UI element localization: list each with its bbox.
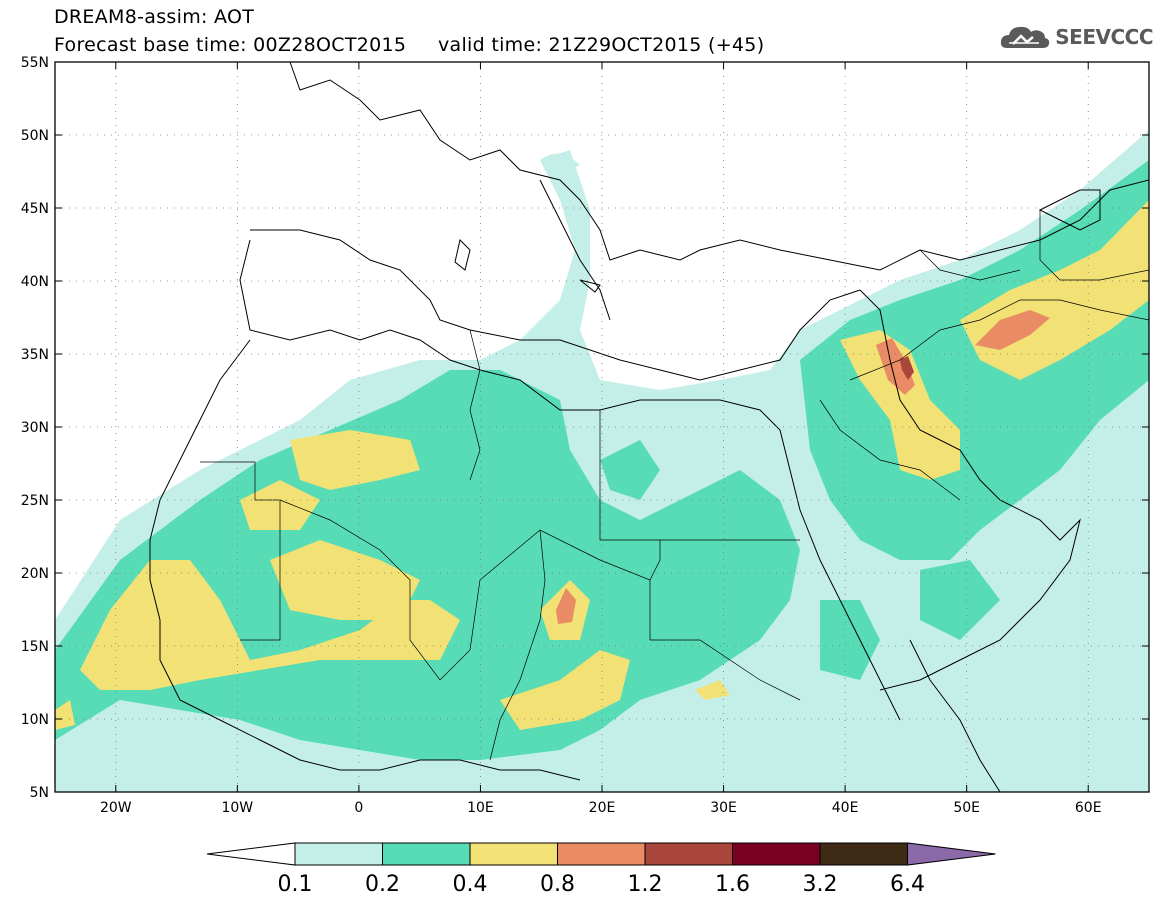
- forecast-time-line: Forecast base time: 00Z28OCT2015 valid t…: [54, 34, 765, 56]
- logo-text: SEEVCCC: [1055, 25, 1153, 49]
- colorbar-segment: [819, 842, 908, 866]
- lat-label: 40N: [21, 274, 49, 290]
- colorbar: [206, 842, 996, 866]
- lon-label: 60E: [1075, 800, 1102, 816]
- lat-label: 10N: [21, 712, 49, 728]
- axis-ticks: [55, 61, 1149, 793]
- colorbar-level-label: 1.2: [628, 872, 663, 897]
- lat-label: 55N: [21, 55, 49, 71]
- map-title: DREAM8-assim: AOT: [54, 6, 255, 28]
- colorbar-segment: [557, 842, 646, 866]
- lon-label: 30E: [710, 800, 737, 816]
- colorbar-segment: [644, 842, 733, 866]
- colorbar-segment: [294, 842, 383, 866]
- cloud-icon: [1001, 26, 1050, 48]
- lat-label: 35N: [21, 347, 49, 363]
- colorbar-under-arrow: [206, 842, 296, 866]
- lon-label: 20E: [589, 800, 616, 816]
- longitude-labels: 20W 10W 0 10E 20E 30E 40E 50E 60E: [100, 800, 1102, 816]
- country-borders: [200, 210, 1149, 761]
- lon-label: 40E: [832, 800, 859, 816]
- colorbar-labels: 0.1 0.2 0.4 0.8 1.2 1.6 3.2 6.4: [278, 872, 926, 897]
- colorbar-level-label: 3.2: [803, 872, 838, 897]
- colorbar-level-label: 0.1: [278, 872, 313, 897]
- lat-label: 50N: [21, 128, 49, 144]
- colorbar-segment: [469, 842, 558, 866]
- lat-label: 5N: [30, 785, 49, 801]
- colorbar-level-label: 0.8: [540, 872, 575, 897]
- lon-label: 50E: [953, 800, 980, 816]
- lat-label: 25N: [21, 493, 49, 509]
- colorbar-level-label: 6.4: [890, 872, 925, 897]
- aot-field-1.2: [900, 356, 914, 380]
- lon-label: 20W: [100, 800, 132, 816]
- lat-label: 45N: [21, 201, 49, 217]
- lat-label: 30N: [21, 420, 49, 436]
- colorbar-level-label: 0.2: [365, 872, 400, 897]
- colorbar-level-label: 0.4: [453, 872, 488, 897]
- lon-label: 0: [354, 800, 363, 816]
- seevccc-logo: SEEVCCC: [999, 22, 1153, 52]
- graticule: [55, 62, 1149, 792]
- aot-field-0.8: [556, 310, 1050, 624]
- lon-label: 10W: [221, 800, 253, 816]
- lon-label: 10E: [467, 800, 494, 816]
- colorbar-level-label: 1.6: [715, 872, 750, 897]
- lat-label: 15N: [21, 639, 49, 655]
- lat-label: 20N: [21, 566, 49, 582]
- latitude-labels: 5N 10N 15N 20N 25N 30N 35N 40N 45N 50N 55N: [21, 55, 49, 801]
- colorbar-over-arrow: [907, 842, 996, 866]
- colorbar-segment: [382, 842, 471, 866]
- colorbar-segment: [732, 842, 821, 866]
